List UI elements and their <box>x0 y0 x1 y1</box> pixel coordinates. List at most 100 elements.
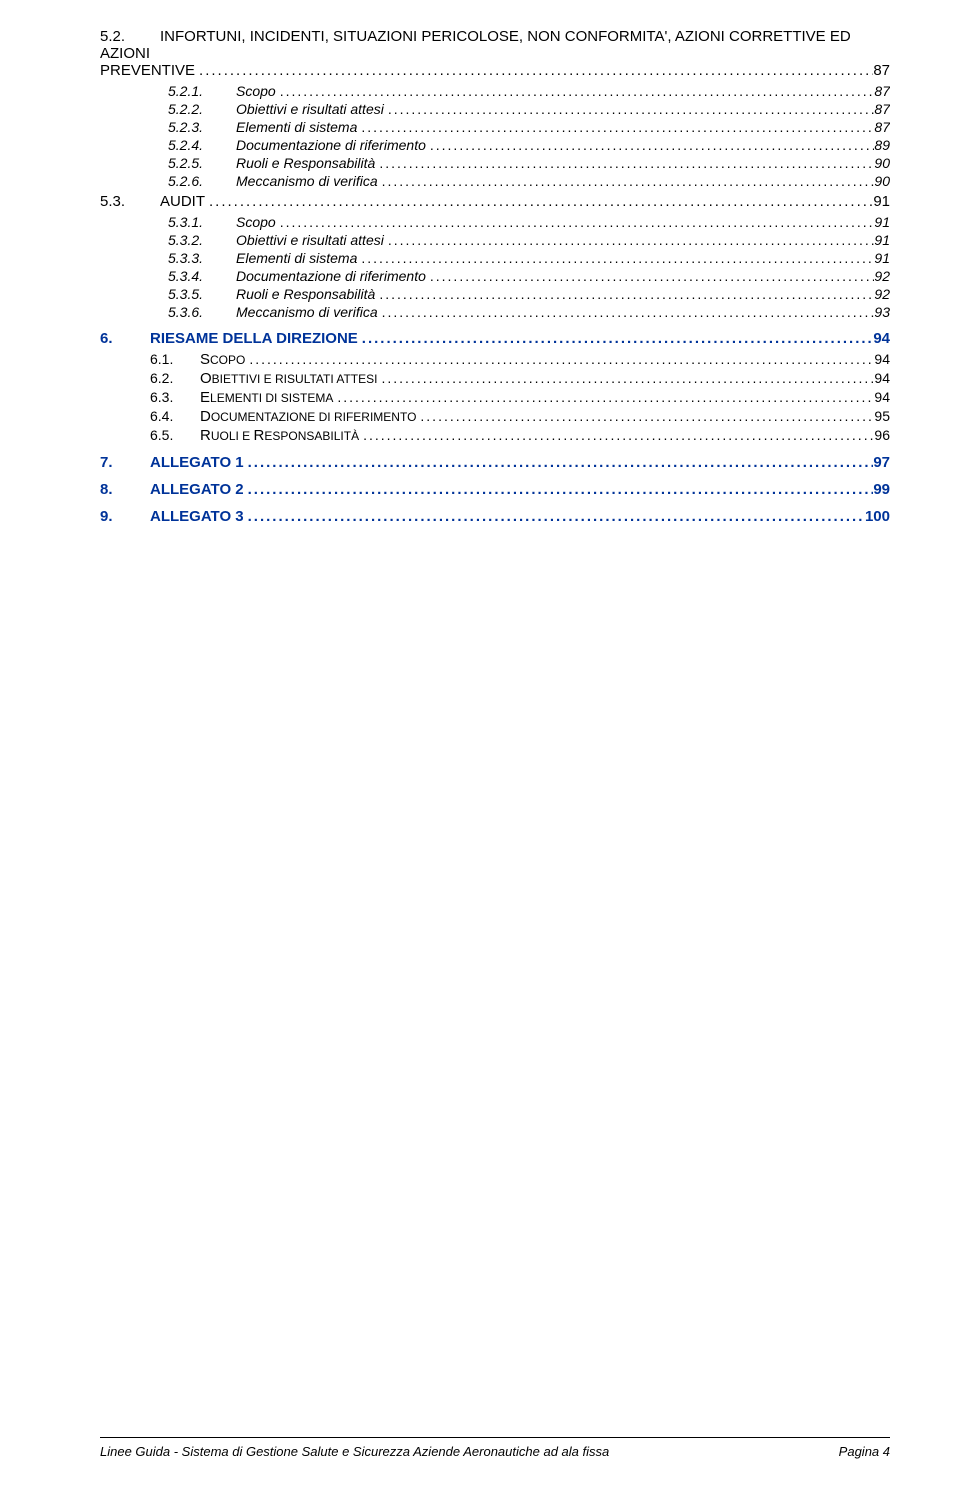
toc-num: 6.1. <box>150 351 200 367</box>
toc-num: 6. <box>100 330 150 347</box>
toc-label: Meccanismo di verifica <box>236 304 378 320</box>
toc-pagenum: 91 <box>873 193 890 210</box>
toc-pagenum: 94 <box>874 389 890 405</box>
toc-label: AUDIT <box>160 193 205 210</box>
toc-pagenum: 94 <box>873 330 890 347</box>
toc-sub-6-3: 6.3. ELEMENTI DI SISTEMA 94 <box>100 389 890 406</box>
toc-label: Documentazione di riferimento <box>236 268 426 284</box>
toc-leader <box>377 370 874 386</box>
toc-pagenum: 93 <box>874 304 890 320</box>
toc-leader <box>358 330 874 347</box>
toc-pagenum: 91 <box>874 250 890 266</box>
toc-sub-5-3-2: 5.3.2. Obiettivi e risultati attesi 91 <box>100 232 890 248</box>
toc-sub-5-2-5: 5.2.5. Ruoli e Responsabilità 90 <box>100 155 890 171</box>
toc-label: Elementi di sistema <box>236 119 357 135</box>
toc-sub-5-3-1: 5.3.1. Scopo 91 <box>100 214 890 230</box>
toc-leader <box>375 286 874 302</box>
toc-sub-6-5: 6.5. RUOLI E RESPONSABILITÀ 96 <box>100 427 890 444</box>
toc-label: OBIETTIVI E RISULTATI ATTESI <box>200 370 377 387</box>
toc-pagenum: 92 <box>874 286 890 302</box>
toc-pagenum: 97 <box>873 454 890 471</box>
toc-leader <box>244 454 874 471</box>
toc-num: 6.2. <box>150 370 200 386</box>
toc-num: 5.3.4. <box>168 268 236 284</box>
toc-pagenum: 90 <box>874 173 890 189</box>
footer-left: Linee Guida - Sistema di Gestione Salute… <box>100 1444 609 1459</box>
toc-label: Documentazione di riferimento <box>236 137 426 153</box>
toc-pagenum: 90 <box>874 155 890 171</box>
footer-rule <box>100 1437 890 1438</box>
toc-num: 5.2. <box>100 28 160 45</box>
toc-chapter-7: 7. ALLEGATO 1 97 <box>100 454 890 471</box>
toc-label: Ruoli e Responsabilità <box>236 286 375 302</box>
toc-label: ALLEGATO 3 <box>150 508 244 525</box>
toc-leader <box>244 481 874 498</box>
toc-pagenum: 89 <box>874 137 890 153</box>
toc-pagenum: 95 <box>874 408 890 424</box>
toc-num: 5.3.1. <box>168 214 236 230</box>
toc-leader <box>205 193 873 210</box>
toc-chapter-9: 9. ALLEGATO 3 100 <box>100 508 890 525</box>
toc-leader <box>357 250 874 266</box>
toc-label-line2: PREVENTIVE <box>100 62 195 79</box>
toc-pagenum: 99 <box>873 481 890 498</box>
toc-leader <box>276 83 875 99</box>
toc-section-5-3: 5.3. AUDIT 91 <box>100 193 890 210</box>
toc-sub-5-2-1: 5.2.1. Scopo 87 <box>100 83 890 99</box>
toc-chapter-8: 8. ALLEGATO 2 99 <box>100 481 890 498</box>
toc-leader <box>195 62 873 79</box>
toc-leader <box>244 508 865 525</box>
toc-num: 5.2.4. <box>168 137 236 153</box>
toc-label: Scopo <box>236 214 276 230</box>
toc-leader <box>426 268 875 284</box>
toc-leader <box>416 408 874 424</box>
toc-leader <box>245 351 874 367</box>
toc-pagenum: 94 <box>874 351 890 367</box>
footer-right: Pagina 4 <box>839 1444 890 1459</box>
toc-page: 5.2.INFORTUNI, INCIDENTI, SITUAZIONI PER… <box>0 0 960 525</box>
toc-sub-5-3-5: 5.3.5. Ruoli e Responsabilità 92 <box>100 286 890 302</box>
toc-label: DOCUMENTAZIONE DI RIFERIMENTO <box>200 408 416 425</box>
toc-num: 5.2.3. <box>168 119 236 135</box>
toc-pagenum: 92 <box>874 268 890 284</box>
toc-label: Meccanismo di verifica <box>236 173 378 189</box>
toc-num: 8. <box>100 481 150 498</box>
toc-num: 9. <box>100 508 150 525</box>
toc-sub-5-3-4: 5.3.4. Documentazione di riferimento 92 <box>100 268 890 284</box>
toc-sub-5-3-3: 5.3.3. Elementi di sistema 91 <box>100 250 890 266</box>
toc-label: RUOLI E RESPONSABILITÀ <box>200 427 359 444</box>
toc-pagenum: 91 <box>874 232 890 248</box>
toc-leader <box>378 173 875 189</box>
toc-label: SCOPO <box>200 351 245 368</box>
toc-sub-5-2-3: 5.2.3. Elementi di sistema 87 <box>100 119 890 135</box>
toc-sub-5-2-4: 5.2.4. Documentazione di riferimento 89 <box>100 137 890 153</box>
toc-num: 5.3. <box>100 193 160 210</box>
toc-pagenum: 87 <box>874 101 890 117</box>
toc-label: ALLEGATO 1 <box>150 454 244 471</box>
toc-pagenum: 96 <box>874 427 890 443</box>
toc-num: 5.2.1. <box>168 83 236 99</box>
toc-num: 6.4. <box>150 408 200 424</box>
toc-num: 6.5. <box>150 427 200 443</box>
toc-num: 5.2.5. <box>168 155 236 171</box>
page-footer: Linee Guida - Sistema di Gestione Salute… <box>100 1437 890 1459</box>
toc-sub-6-2: 6.2. OBIETTIVI E RISULTATI ATTESI 94 <box>100 370 890 387</box>
toc-leader <box>378 304 875 320</box>
toc-num: 5.2.6. <box>168 173 236 189</box>
toc-label: ELEMENTI DI SISTEMA <box>200 389 333 406</box>
toc-sub-5-2-2: 5.2.2. Obiettivi e risultati attesi 87 <box>100 101 890 117</box>
toc-label: Obiettivi e risultati attesi <box>236 101 384 117</box>
toc-leader <box>384 101 875 117</box>
toc-sub-6-4: 6.4. DOCUMENTAZIONE DI RIFERIMENTO 95 <box>100 408 890 425</box>
toc-label: Obiettivi e risultati attesi <box>236 232 384 248</box>
toc-sub-5-3-6: 5.3.6. Meccanismo di verifica 93 <box>100 304 890 320</box>
toc-pagenum: 94 <box>874 370 890 386</box>
toc-num: 5.3.6. <box>168 304 236 320</box>
toc-sub-6-1: 6.1. SCOPO 94 <box>100 351 890 368</box>
toc-num: 7. <box>100 454 150 471</box>
toc-leader <box>375 155 874 171</box>
toc-label-line1: INFORTUNI, INCIDENTI, SITUAZIONI PERICOL… <box>100 28 851 62</box>
toc-pagenum: 87 <box>874 119 890 135</box>
toc-num: 5.3.5. <box>168 286 236 302</box>
toc-pagenum: 87 <box>874 83 890 99</box>
